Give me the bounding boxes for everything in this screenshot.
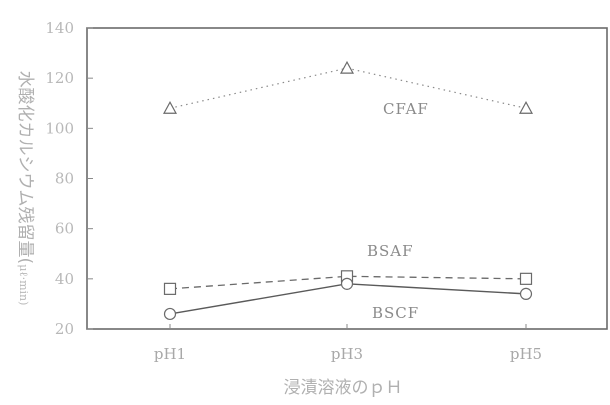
y-axis-label-text: 水酸化カルシウム残留量(: [15, 71, 35, 265]
y-axis-label: 水酸化カルシウム残留量(μℓ·min): [15, 71, 35, 306]
series-line-cfaf: [169, 67, 527, 109]
y-tick-label: 80: [55, 170, 74, 188]
y-tick-label: 40: [55, 270, 74, 288]
y-tick-label: 140: [45, 19, 74, 37]
data-point-bscf: [163, 307, 177, 321]
data-point-cfaf: [339, 60, 355, 74]
data-point-bsaf: [519, 272, 533, 285]
data-point-bscf: [340, 277, 354, 290]
data-point-bscf: [519, 287, 533, 300]
series-layer: [162, 60, 534, 321]
y-tick-label: 100: [45, 119, 74, 137]
series-bsaf: [163, 270, 533, 295]
x-tick-label: pH5: [510, 345, 542, 363]
y-tick-label: 60: [55, 220, 74, 238]
y-axis-label-unit: μℓ·min): [17, 264, 30, 305]
y-ticks: 20 40 60 80 100 120 140: [45, 19, 93, 338]
data-point-cfaf: [518, 101, 534, 114]
y-tick-label: 120: [45, 69, 74, 87]
series-label-cfaf: CFAF: [383, 100, 429, 118]
x-axis-label: 浸漬溶液のｐＨ: [284, 378, 403, 398]
x-tick-label: pH3: [331, 345, 363, 363]
x-tick-label: pH1: [154, 345, 186, 363]
series-label-bsaf: BSAF: [367, 242, 414, 260]
y-tick-label: 20: [55, 320, 74, 338]
data-point-cfaf: [162, 101, 178, 114]
series-bscf: [163, 277, 533, 321]
x-ticks: pH1 pH3 pH5: [154, 324, 542, 363]
data-point-bsaf: [163, 282, 177, 295]
series-cfaf: [162, 60, 534, 114]
series-label-bscf: BSCF: [372, 304, 419, 322]
series-labels: CFAF BSAF BSCF: [367, 100, 429, 322]
